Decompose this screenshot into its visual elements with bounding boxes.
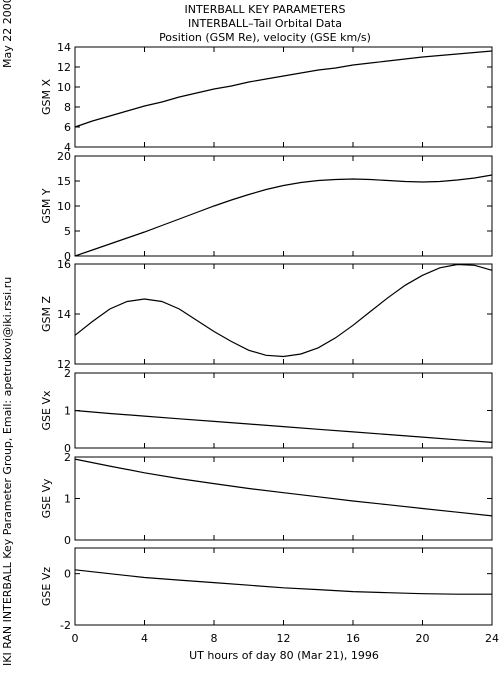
gse-vx-ytick-label: 0 (64, 442, 71, 455)
gsm-z-ytick-label: 12 (57, 358, 71, 371)
gsm-y-ytick-label: 10 (57, 200, 71, 213)
panel-gsm-z: 12 14 16 GSM Z (40, 258, 493, 371)
gse-vx-series-line (74, 409, 493, 443)
gsm-z-frame (74, 263, 493, 365)
x-tick-label: 8 (211, 632, 218, 645)
panel-gse-vy: 0 1 2 GSE Vy (40, 451, 493, 547)
side-credit-label: IKI RAN INTERBALL Key Parameter Group, E… (1, 277, 14, 666)
gse-vz-frame (74, 547, 493, 626)
gsm-y-ytick-label: 20 (57, 150, 71, 163)
gsm-y-frame (74, 155, 493, 257)
figure-title-line3: Position (GSM Re), velocity (GSE km/s) (159, 31, 371, 44)
gsm-x-frame (74, 46, 493, 148)
gsm-x-ytick-label: 8 (64, 101, 71, 114)
x-tick-label: 16 (346, 632, 360, 645)
side-date-label: May 22 2000 (1, 0, 14, 68)
x-tick-label: 4 (141, 632, 148, 645)
gse-vx-ylabel: GSE Vx (40, 390, 53, 430)
gsm-x-ytick-label: 10 (57, 81, 71, 94)
panel-gsm-y: 0 5 10 15 20 GSM Y (40, 150, 493, 263)
figure-title-line2: INTERBALL–Tail Orbital Data (188, 17, 342, 30)
gse-vx-ytick-label: 1 (64, 405, 71, 418)
gsm-y-ytick-label: 15 (57, 175, 71, 188)
x-tick-label: 12 (277, 632, 291, 645)
gsm-x-series-line (74, 50, 493, 128)
gse-vy-frame (74, 456, 493, 541)
gsm-y-ylabel: GSM Y (40, 188, 53, 223)
gse-vy-series-line (74, 458, 493, 517)
gsm-x-ytick-label: 6 (64, 121, 71, 134)
gse-vy-ytick-label: 2 (64, 451, 71, 464)
figure-title-line1: INTERBALL KEY PARAMETERS (185, 3, 346, 16)
gsm-z-ylabel: GSM Z (40, 296, 53, 332)
gsm-z-ytick-label: 16 (57, 258, 71, 271)
gse-vy-ytick-label: 1 (64, 493, 71, 506)
gse-vz-ylabel: GSE Vz (40, 567, 53, 606)
x-axis-label: UT hours of day 80 (Mar 21), 1996 (189, 649, 379, 662)
x-tick-label: 20 (416, 632, 430, 645)
x-tick-label: 24 (485, 632, 499, 645)
gse-vx-frame (74, 372, 493, 449)
gse-vz-ytick-label: 0 (64, 568, 71, 581)
gse-vx-ytick-label: 2 (64, 367, 71, 380)
gse-vz-series-line (74, 569, 492, 595)
gsm-x-ylabel: GSM X (40, 79, 53, 115)
gsm-y-ytick-label: 0 (64, 250, 71, 263)
gse-vy-ytick-label: 0 (64, 534, 71, 547)
gse-vz-ytick-label: -2 (60, 619, 71, 632)
gsm-z-series-line (74, 263, 493, 358)
gsm-z-ytick-label: 14 (57, 308, 71, 321)
gse-vy-ylabel: GSE Vy (40, 478, 53, 518)
gsm-x-ytick-label: 4 (64, 141, 71, 154)
panel-gsm-x: 4 6 8 10 12 14 GSM X (40, 41, 493, 154)
gsm-x-ytick-label: 12 (57, 61, 71, 74)
gsm-x-ytick-label: 14 (57, 41, 71, 54)
gsm-y-ytick-label: 5 (64, 225, 71, 238)
x-tick-label: 0 (72, 632, 79, 645)
gsm-y-series-line (74, 174, 493, 257)
panel-gse-vx: 0 1 2 GSE Vx (40, 367, 493, 455)
